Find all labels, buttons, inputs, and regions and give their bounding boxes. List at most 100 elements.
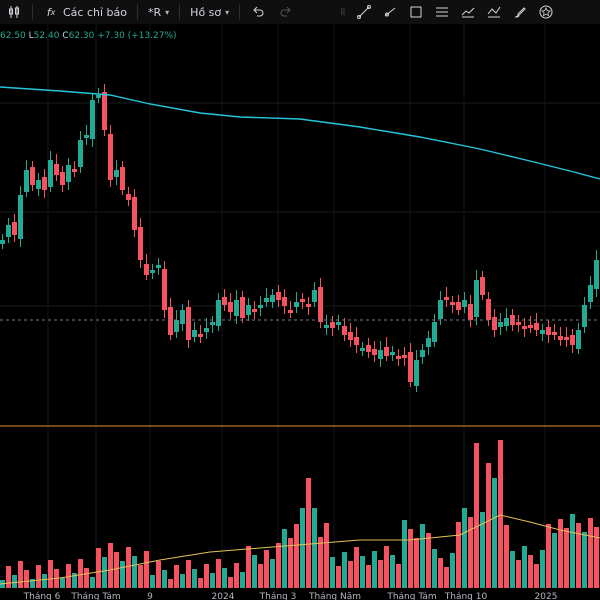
candle [576, 330, 581, 349]
candle [210, 322, 215, 325]
redo-icon [278, 4, 294, 20]
undo-button[interactable] [244, 0, 272, 24]
candle [504, 318, 509, 326]
volume-bar [498, 440, 503, 588]
candle [354, 337, 359, 345]
close-value: 62.30 [68, 31, 95, 41]
volume-bar [186, 560, 191, 588]
candle [204, 328, 209, 332]
change-value: +7.30 (+13.27%) [97, 31, 177, 41]
volume-bar [594, 527, 599, 588]
candle [378, 350, 383, 359]
chevron-down-icon: ▾ [165, 7, 170, 17]
volume-bar [192, 569, 197, 588]
candle [594, 260, 599, 289]
volume-bar [576, 523, 581, 588]
volume-bar [102, 557, 107, 588]
volume-bars [0, 440, 599, 588]
rectangle-tool[interactable] [403, 0, 429, 24]
undo-icon [250, 4, 266, 20]
pitchfork-tool[interactable] [429, 0, 455, 24]
candle [456, 302, 461, 310]
candle [366, 345, 371, 352]
volume-bar [582, 532, 587, 588]
rectangle-icon [408, 4, 424, 20]
drag-handle-icon[interactable]: ⁞⁞ [340, 6, 345, 18]
volume-bar [474, 443, 479, 588]
volume-bar [72, 573, 77, 588]
replay-button[interactable]: *R ▾ [142, 0, 175, 24]
candle [216, 300, 221, 326]
candle [84, 135, 89, 138]
volume-bar [42, 574, 47, 588]
trend-line-icon [356, 4, 372, 20]
candle [438, 300, 443, 319]
candle [132, 197, 137, 230]
projection-tool[interactable] [481, 0, 507, 24]
replay-label: *R [148, 5, 162, 19]
volume-bar [252, 555, 257, 588]
candle [282, 297, 287, 306]
volume-bar [492, 478, 497, 588]
candle [18, 195, 23, 239]
volume-bar [486, 463, 491, 588]
volume-bar [570, 514, 575, 588]
redo-button[interactable] [272, 0, 300, 24]
x-axis-label: Tháng 3 [259, 592, 297, 600]
star-tool[interactable] [533, 0, 559, 24]
volume-bar [312, 508, 317, 588]
volume-bar [78, 559, 83, 588]
volume-bar [564, 528, 569, 588]
candle [432, 322, 437, 342]
volume-bar [36, 565, 41, 588]
candle [558, 336, 563, 340]
pitchfork-icon [434, 4, 450, 20]
x-axis-label: 2025 [535, 592, 558, 600]
candle [522, 326, 527, 329]
volume-bar [264, 550, 269, 588]
volume-bar [396, 564, 401, 588]
volume-ma-line [0, 514, 600, 585]
ray-tool[interactable] [377, 0, 403, 24]
x-axis-label: 2024 [212, 592, 235, 600]
candle [426, 338, 431, 347]
volume-bar [300, 508, 305, 588]
fib-icon [460, 4, 476, 20]
moving-average-line [0, 86, 600, 180]
brush-tool[interactable] [507, 0, 533, 24]
candle [372, 349, 377, 355]
candle [276, 292, 281, 300]
volume-bar [306, 478, 311, 588]
trend-line-tool[interactable] [351, 0, 377, 24]
volume-bar [480, 512, 485, 588]
candle [114, 170, 119, 177]
open-value: 62.50 [0, 31, 26, 41]
candle [12, 222, 17, 235]
candle [546, 327, 551, 335]
candle [30, 167, 35, 185]
volume-bar [222, 568, 227, 588]
volume-bar [204, 564, 209, 588]
fib-tool[interactable] [455, 0, 481, 24]
candle [312, 290, 317, 302]
candle [156, 265, 161, 268]
volume-bar [138, 565, 143, 588]
candle [36, 180, 41, 189]
chart-type-button[interactable] [0, 0, 28, 24]
candle [126, 194, 131, 200]
candle [498, 322, 503, 327]
volume-bar [360, 556, 365, 588]
volume-bar [90, 577, 95, 588]
candle [174, 320, 179, 332]
volume-bar [378, 560, 383, 588]
brush-icon [512, 4, 528, 20]
volume-bar [144, 551, 149, 588]
volume-bar [132, 556, 137, 588]
profile-button[interactable]: Hồ sơ ▾ [184, 0, 235, 24]
volume-bar [150, 575, 155, 588]
volume-bar [516, 560, 521, 588]
volume-bar [426, 533, 431, 588]
